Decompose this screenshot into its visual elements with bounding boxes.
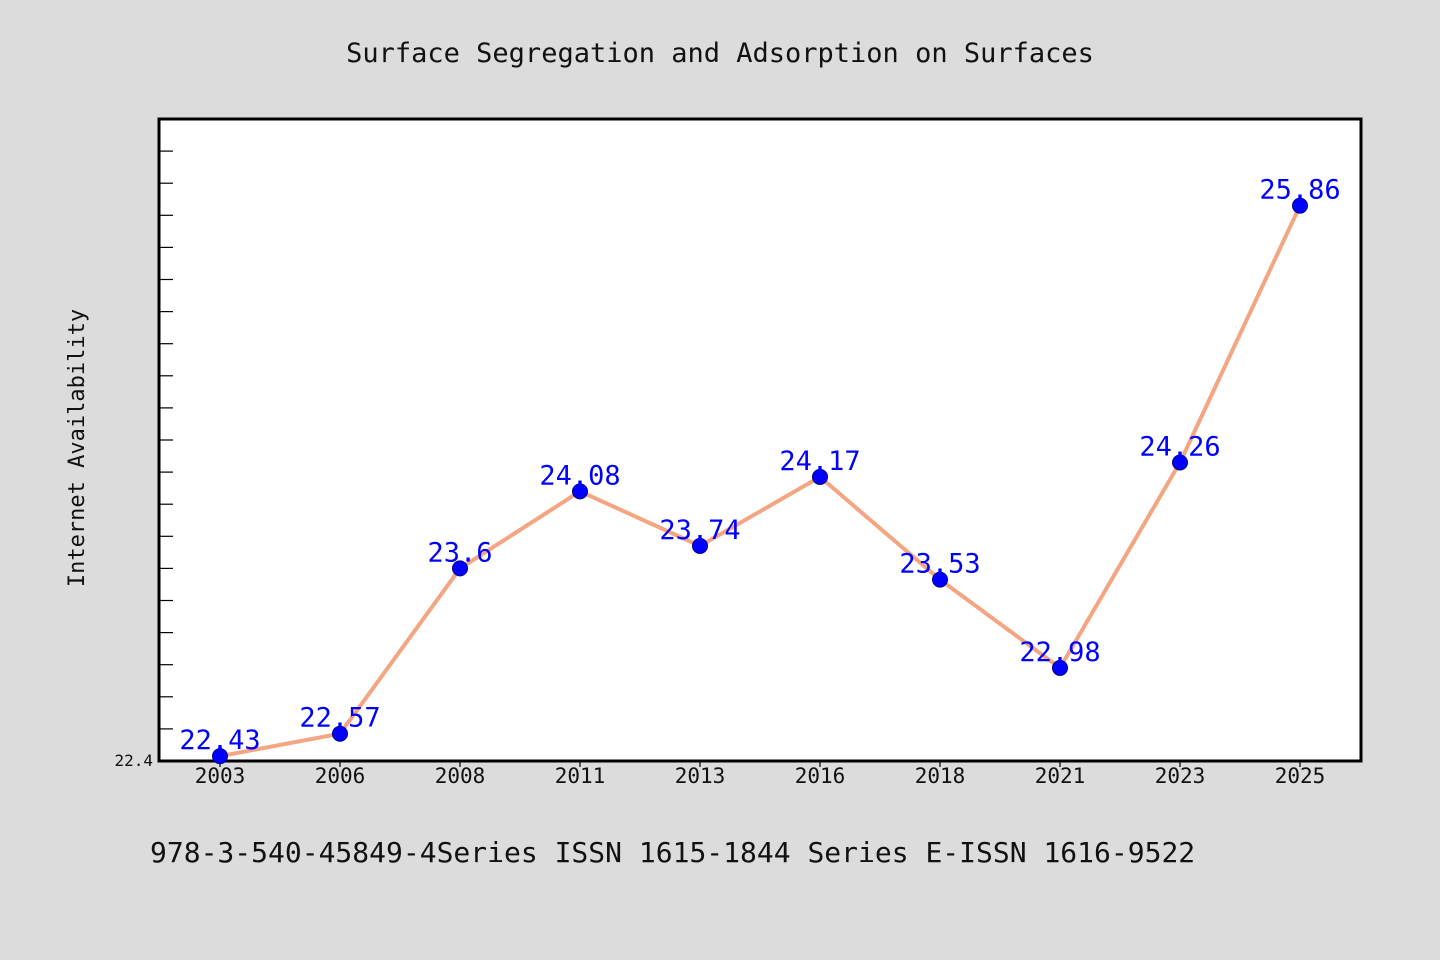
x-tick-label: 2006 xyxy=(315,764,366,788)
x-tick-label: 2018 xyxy=(915,764,966,788)
data-point xyxy=(1292,197,1308,214)
data-label: 23.6 xyxy=(427,537,492,568)
data-label: 23.53 xyxy=(899,549,980,580)
data-label: 24.17 xyxy=(779,446,860,477)
y-tick-label: 22.4 xyxy=(114,751,153,770)
data-point xyxy=(1052,659,1068,676)
series-line xyxy=(219,204,1302,759)
data-point xyxy=(572,483,588,500)
data-label: 22.57 xyxy=(299,703,380,734)
data-label: 24.26 xyxy=(1139,431,1220,462)
data-point xyxy=(1172,454,1188,471)
data-label-layer: 22.43 22.57 23.6 24.08 23.74 24.17 23.53 22.98 2… xyxy=(179,175,1340,757)
data-label: 22.43 xyxy=(179,725,260,756)
data-label: 23.74 xyxy=(659,515,740,546)
data-label: 25.86 xyxy=(1259,175,1340,206)
x-tick-label: 2021 xyxy=(1035,764,1086,788)
x-tick-label: 2023 xyxy=(1155,764,1206,788)
x-tick-label: 2016 xyxy=(795,764,846,788)
data-point xyxy=(692,537,708,554)
y-axis-ticks: 22.4 xyxy=(114,118,173,770)
y-axis-label: Internet Availability xyxy=(65,309,90,587)
footer-text: 978-3-540-45849-4Series ISSN 1615-1844 S… xyxy=(150,836,1195,869)
data-point xyxy=(812,468,828,485)
plot-area xyxy=(157,117,1363,763)
x-axis-ticks: 2003 2006 2008 2011 2013 2016 2018 2021 2023 2025 xyxy=(195,761,1326,788)
x-tick-label: 2025 xyxy=(1275,764,1326,788)
data-label: 22.98 xyxy=(1019,637,1100,668)
data-point xyxy=(332,725,348,742)
x-tick-label: 2008 xyxy=(435,764,486,788)
x-tick-label: 2011 xyxy=(555,764,606,788)
data-point xyxy=(212,748,228,765)
x-tick-label: 2003 xyxy=(195,764,246,788)
data-point xyxy=(452,560,468,577)
data-label: 24.08 xyxy=(539,460,620,491)
data-point xyxy=(932,571,948,588)
series-layer xyxy=(212,197,1308,765)
x-tick-label: 2013 xyxy=(675,764,726,788)
chart-title: Surface Segregation and Adsorption on Su… xyxy=(346,38,1094,69)
